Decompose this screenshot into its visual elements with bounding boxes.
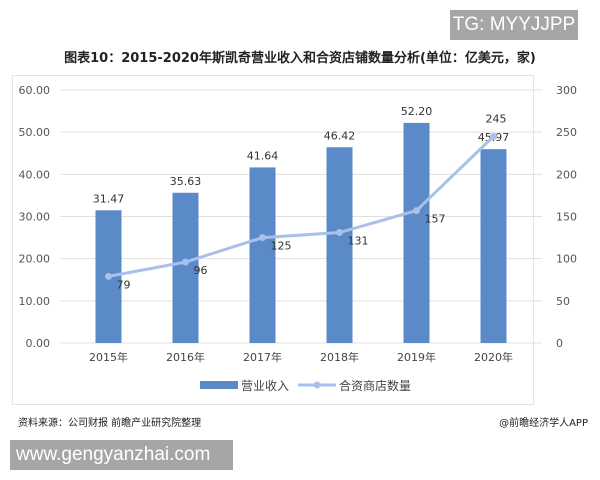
bar xyxy=(249,167,276,343)
x-tick-label: 2020年 xyxy=(474,350,513,364)
x-tick-label: 2016年 xyxy=(166,350,205,364)
bar-data-label: 52.20 xyxy=(401,105,433,118)
right-tick-label: 300 xyxy=(556,84,577,97)
legend-bar-swatch xyxy=(200,381,238,389)
line-data-label: 79 xyxy=(117,278,131,291)
x-tick-label: 2017年 xyxy=(243,350,282,364)
x-tick-label: 2019年 xyxy=(397,350,436,364)
right-tick-label: 50 xyxy=(556,295,570,308)
right-tick-label: 250 xyxy=(556,126,577,139)
left-tick-label: 0.00 xyxy=(26,337,51,350)
legend-bar-label: 营业收入 xyxy=(241,379,289,393)
line-point xyxy=(259,234,266,242)
x-tick-label: 2015年 xyxy=(89,350,128,364)
left-tick-label: 30.00 xyxy=(19,211,51,224)
left-tick-label: 20.00 xyxy=(19,253,51,266)
watermark-bottom: www.gengyanzhai.com xyxy=(10,440,233,470)
line-data-label: 125 xyxy=(271,240,292,253)
x-tick-label: 2018年 xyxy=(320,350,359,364)
line-data-label: 131 xyxy=(348,235,369,248)
left-tick-label: 50.00 xyxy=(19,126,51,139)
bar xyxy=(480,149,507,343)
chart-frame xyxy=(12,75,534,405)
bar xyxy=(403,122,430,343)
source-note: 资料来源：公司财报 前瞻产业研究院整理 xyxy=(18,418,202,429)
chart: 0.00 10.00 20.00 30.00 40.00 50.00 60.00 0 50 100… xyxy=(19,84,578,393)
right-tick-label: 150 xyxy=(556,211,577,224)
bar xyxy=(326,147,353,343)
line-data-label: 96 xyxy=(194,264,208,277)
left-tick-label: 60.00 xyxy=(19,84,51,97)
series-line xyxy=(108,135,495,278)
bar-data-label: 31.47 xyxy=(93,192,125,205)
left-tick-label: 40.00 xyxy=(19,168,51,181)
bar-data-label: 41.64 xyxy=(247,149,279,162)
right-tick-label: 200 xyxy=(556,168,577,181)
line-point xyxy=(182,258,189,266)
bar-data-label: 35.63 xyxy=(170,175,202,188)
line-data-label: 157 xyxy=(425,213,446,226)
line-point xyxy=(413,207,420,215)
line-point xyxy=(336,229,343,237)
legend-line-marker xyxy=(313,381,321,389)
left-tick-label: 10.00 xyxy=(19,295,51,308)
credit: @前瞻经济学人APP xyxy=(499,418,588,429)
line-point xyxy=(105,272,112,280)
bar xyxy=(172,192,199,343)
chart-title: 图表10：2015-2020年斯凯奇营业收入和合资店铺数量分析(单位：亿美元，家… xyxy=(64,51,536,66)
line-point xyxy=(490,132,497,140)
watermark-top: TG: MYYJJPP xyxy=(450,10,578,40)
bar-data-label: 46.42 xyxy=(324,129,356,142)
line-data-label: 245 xyxy=(486,112,507,125)
legend-line-label: 合资商店数量 xyxy=(339,378,411,393)
right-tick-label: 100 xyxy=(556,253,577,266)
right-tick-label: 0 xyxy=(556,337,563,350)
